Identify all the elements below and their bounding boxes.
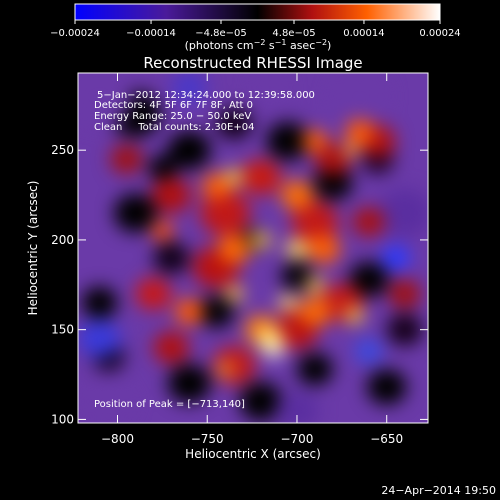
heatmap-blob — [225, 285, 244, 302]
heatmap-blob — [198, 295, 235, 328]
heatmap-blob — [216, 107, 253, 140]
heatmap-blob — [307, 234, 341, 264]
heatmap-blob — [225, 169, 244, 186]
heatmap-blob — [241, 159, 281, 195]
heatmap-blob — [218, 362, 233, 376]
heatmap-blob — [345, 119, 375, 146]
heatmap-blob — [286, 239, 308, 259]
heatmap-blob — [313, 164, 353, 201]
heatmap-blob — [148, 155, 177, 182]
heatmap-blob — [343, 143, 359, 157]
heatmap-blob — [388, 279, 421, 309]
heatmap-blob — [78, 73, 132, 126]
heatmap-blob — [314, 143, 351, 176]
heatmap-blob — [349, 261, 389, 298]
heatmap-blob — [153, 241, 190, 275]
colorbar-tick-label: −4.8e−05 — [195, 28, 247, 39]
heatmap-blob — [279, 294, 297, 311]
annotation-detectors: Detectors: 4F 5F 6F 7F 8F, Att 0 — [94, 100, 253, 111]
heatmap-blob — [296, 353, 333, 386]
colorbar: −0.00024 −0.00014 −4.8e−05 4.8e−05 0.00014 0.… — [50, 3, 461, 52]
x-axis-label: Heliocentric X (arcsec) — [185, 447, 321, 461]
heatmap-blob — [302, 129, 328, 153]
heatmap-blob — [110, 144, 143, 174]
annotations: 5−Jan−2012 12:34:24.000 to 12:39:58.000 … — [94, 90, 315, 410]
heatmap-blob — [381, 244, 411, 271]
heatmap-blob — [78, 319, 122, 359]
y-tick-label: 250 — [51, 143, 74, 157]
heatmap-blob — [252, 231, 271, 248]
heatmap-blob — [298, 297, 332, 327]
heatmap-blob — [345, 307, 364, 324]
heatmap-blob — [151, 221, 174, 241]
x-tick-label: −650 — [370, 432, 403, 446]
colorbar-tick-label: −0.00024 — [50, 28, 100, 39]
heatmap-blob — [366, 369, 407, 405]
x-tick-label: −700 — [280, 432, 313, 446]
heatmap-blob — [257, 327, 283, 350]
colorbar-tick-label: 0.00024 — [419, 28, 460, 39]
heatmap-image — [78, 73, 428, 423]
annotation-energy: Energy Range: 25.0 − 50.0 keV — [94, 111, 251, 122]
heatmap-blob — [377, 188, 428, 238]
heatmap-blob — [151, 177, 192, 213]
annotation-clean: Clean Total counts: 2.30E+04 — [94, 122, 254, 133]
heatmap-blob — [218, 234, 251, 264]
heatmap-blob — [352, 207, 385, 237]
heatmap-blob — [200, 190, 251, 236]
heatmap-blob — [239, 382, 283, 421]
heatmap-blob — [305, 276, 324, 293]
y-tick-label: 150 — [51, 323, 74, 337]
heatmap-blob — [386, 313, 423, 346]
heatmap-blob — [171, 73, 208, 104]
heatmap-blob — [81, 286, 118, 319]
heatmap-blob — [280, 261, 314, 291]
colorbar-units: (photons cm−2 s−1 asec−2) — [185, 38, 332, 52]
heatmap-blob — [291, 200, 339, 243]
heatmap-blob — [201, 173, 231, 199]
colorbar-tick-label: −0.00014 — [126, 28, 176, 39]
footer-date: 24−Apr−2014 19:50 — [381, 484, 496, 497]
annotation-peak: Position of Peak = [−713,140] — [94, 399, 245, 410]
y-tick-label: 200 — [51, 233, 74, 247]
annotation-time: 5−Jan−2012 12:34:24.000 to 12:39:58.000 — [97, 90, 315, 101]
heatmap-blob — [266, 121, 310, 161]
colorbar-gradient — [74, 3, 441, 21]
plot-frame — [77, 72, 429, 424]
colorbar-tick-label: 4.8e−05 — [272, 28, 315, 39]
heatmap-blob — [280, 180, 314, 210]
heatmap-blob — [275, 391, 319, 423]
heatmap-blob — [167, 364, 211, 403]
heatmap-blob — [331, 73, 389, 123]
y-axis-label: Heliocentric Y (arcsec) — [26, 181, 40, 316]
heatmap-blob — [174, 298, 204, 325]
heatmap-blob — [354, 338, 384, 365]
heatmap-blob — [212, 346, 256, 385]
x-tick-label: −800 — [101, 432, 134, 446]
heatmap-blob — [113, 193, 157, 233]
heatmap-blob — [167, 130, 211, 170]
heatmap-blob — [83, 378, 134, 423]
heatmap-blob — [252, 73, 288, 104]
chart-title: Reconstructed RHESSI Image — [143, 54, 362, 72]
y-tick-label: 100 — [51, 412, 74, 426]
heatmap-blob — [135, 277, 172, 310]
colorbar-tick-label: 0.00014 — [343, 28, 384, 39]
x-tick-label: −750 — [191, 432, 224, 446]
heatmap-blob — [153, 331, 190, 364]
